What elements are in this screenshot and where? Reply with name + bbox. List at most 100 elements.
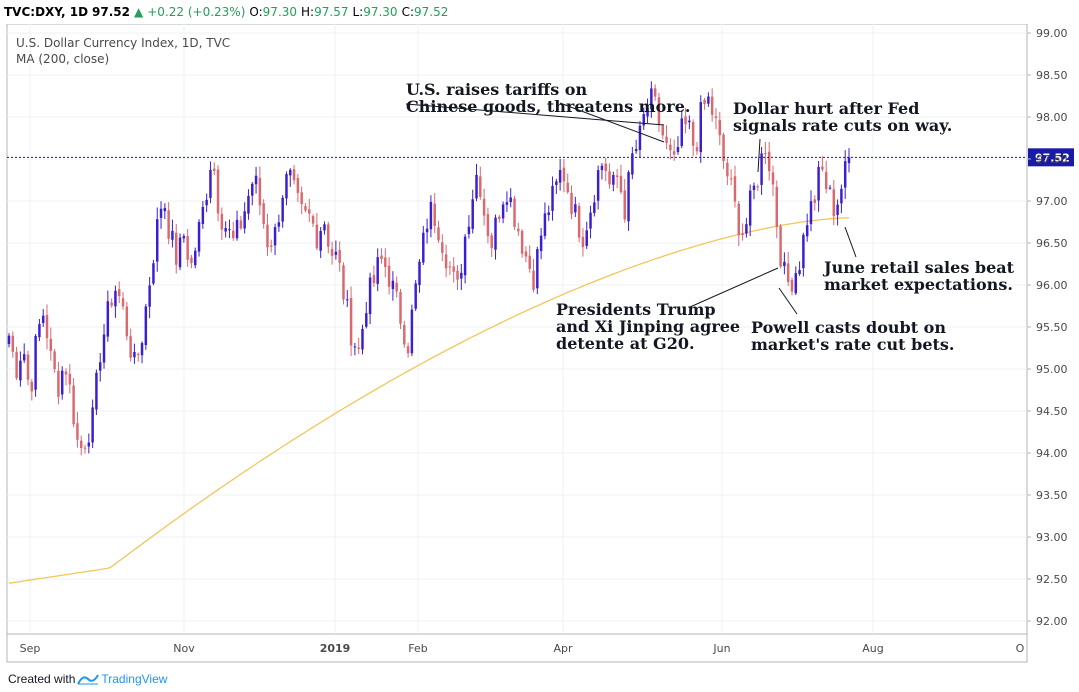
candle-body: [171, 230, 174, 240]
annotation-leader: [689, 267, 779, 308]
candle-body: [824, 171, 828, 190]
candle-body: [794, 273, 798, 294]
candle-body: [270, 245, 273, 247]
candle-body: [513, 198, 516, 228]
candle-body: [558, 170, 562, 183]
candle-body: [346, 299, 349, 301]
candle-body: [395, 282, 398, 292]
candle-body: [631, 153, 634, 175]
candle-body: [672, 151, 676, 155]
low-label: L:: [352, 5, 364, 19]
ma-200-line: [8, 217, 850, 584]
candle-body: [832, 189, 836, 216]
candle-body: [528, 255, 531, 269]
candle-body: [479, 176, 482, 197]
close-value: 97.52: [413, 5, 449, 19]
candle-body: [745, 224, 748, 234]
candle-body: [372, 275, 376, 284]
x-tick-label: Nov: [173, 642, 195, 655]
candle-body: [251, 183, 254, 196]
candle-body: [292, 169, 296, 181]
candle-body: [49, 338, 53, 351]
candle-body: [152, 263, 155, 284]
candle-body: [186, 236, 189, 260]
annotation-leader: [757, 138, 761, 173]
candle-body: [779, 226, 782, 267]
candle-body: [650, 88, 653, 110]
candle-body: [406, 346, 410, 354]
candle-body: [304, 206, 307, 211]
candle-body: [802, 234, 805, 269]
y-tick-label: 98.50: [1036, 69, 1068, 82]
candle-body: [494, 217, 497, 250]
candle-body: [752, 185, 756, 190]
candle-body: [11, 335, 15, 352]
candle-body: [357, 347, 360, 349]
candle-body: [60, 370, 64, 395]
candle-body: [688, 120, 691, 123]
candle-body: [133, 351, 136, 358]
candle-body: [703, 99, 706, 104]
candle-body: [577, 205, 581, 238]
candle-body: [665, 136, 668, 144]
price-axis[interactable]: 99.00 98.50 98.00 97.50 97.00 96.50 96.00 95.50…: [1027, 27, 1068, 628]
candle-body: [547, 212, 550, 216]
y-tick-label: 92.50: [1036, 573, 1068, 586]
candle-body: [710, 96, 714, 115]
tradingview-link[interactable]: TradingView: [101, 672, 168, 686]
candle-body: [30, 382, 34, 392]
annotation-text: market's rate cut bets.: [751, 335, 954, 354]
candle-body: [156, 219, 159, 262]
candle-body: [418, 261, 421, 286]
candle-body: [612, 175, 615, 185]
candle-body: [387, 265, 391, 287]
candle-body: [764, 153, 767, 155]
candle-body: [220, 213, 224, 230]
candle-body: [619, 175, 623, 193]
candle-body: [562, 167, 566, 182]
candle-body: [311, 216, 315, 224]
candle-body: [91, 407, 94, 443]
candle-body: [729, 178, 733, 180]
candle-body: [756, 186, 760, 188]
candle-body: [205, 199, 208, 206]
open-value: 97.30: [262, 5, 298, 19]
candle-body: [695, 147, 699, 152]
annotation-text: signals rate cuts on way.: [733, 116, 952, 135]
candle-body: [102, 334, 106, 363]
candle-body: [551, 185, 554, 211]
candle-body: [505, 202, 509, 205]
indicator-label: MA (200, close): [16, 52, 109, 66]
x-tick-label: Feb: [408, 642, 427, 655]
candle-body: [767, 151, 771, 172]
candle-body: [585, 230, 588, 246]
candle-body: [840, 188, 843, 204]
candle-body: [136, 354, 140, 356]
candle-body: [213, 168, 216, 171]
candle-body: [638, 125, 642, 150]
y-tick-label: 92.00: [1036, 615, 1068, 628]
candle-body: [422, 232, 425, 263]
symbol-name[interactable]: TVC:DXY, 1D: [4, 5, 89, 19]
candle-body: [718, 119, 722, 136]
candle-body: [330, 249, 334, 256]
candle-body: [596, 170, 600, 201]
candle-body: [68, 373, 72, 385]
candle-body: [843, 161, 847, 188]
candle-body: [684, 116, 687, 125]
candle-body: [327, 224, 330, 247]
candle-body: [296, 178, 300, 193]
price-chart[interactable]: 97.52 99.00 98.50 98.00 97.50 97.00 96.50 96.0…: [0, 24, 1079, 668]
candle-body: [159, 208, 163, 218]
annotation-text: detente at G20.: [556, 334, 695, 353]
last-price-line: 97.52: [7, 148, 1074, 167]
candle-body: [517, 228, 520, 232]
candle-body: [239, 220, 243, 229]
candle-body: [319, 230, 322, 251]
candle-body: [467, 226, 471, 235]
time-axis[interactable]: [6, 633, 1028, 663]
candle-body: [83, 447, 87, 449]
candle-body: [555, 181, 558, 185]
candle-body: [380, 255, 383, 260]
candle-body: [425, 228, 429, 233]
